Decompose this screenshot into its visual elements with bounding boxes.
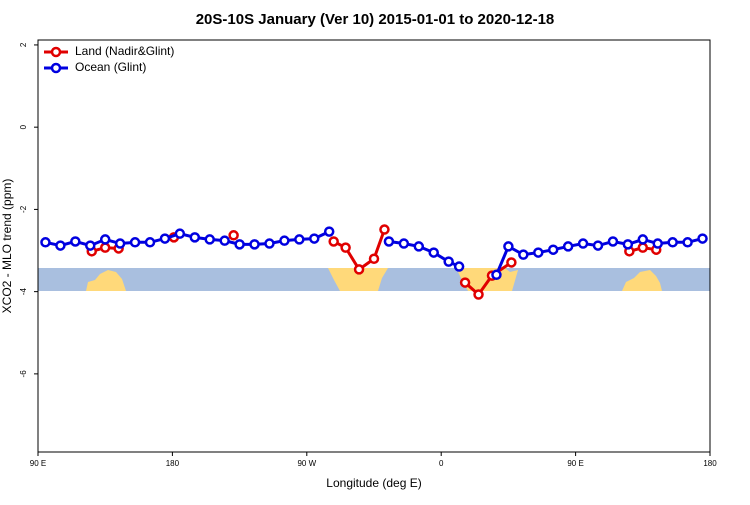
x-tick-label: 90 E bbox=[30, 459, 46, 468]
data-point bbox=[368, 253, 380, 264]
data-point bbox=[383, 236, 395, 247]
x-tick-label: 180 bbox=[703, 459, 717, 468]
data-point bbox=[518, 249, 529, 260]
data-point bbox=[114, 238, 126, 249]
data-point bbox=[491, 269, 502, 281]
data-point bbox=[506, 257, 517, 268]
legend-label: Land (Nadir&Glint) bbox=[75, 44, 174, 58]
data-point bbox=[577, 238, 589, 249]
map-strip bbox=[38, 268, 710, 291]
data-point bbox=[453, 261, 465, 272]
legend-marker bbox=[50, 62, 62, 74]
chart-title: 20S-10S January (Ver 10) 2015-01-01 to 2… bbox=[196, 11, 555, 28]
data-point bbox=[562, 241, 574, 252]
y-tick-label: -4 bbox=[19, 288, 28, 296]
data-point bbox=[340, 242, 351, 253]
legend-label: Ocean (Glint) bbox=[75, 60, 146, 74]
data-point bbox=[398, 238, 410, 249]
data-point bbox=[204, 234, 215, 245]
data-point bbox=[328, 236, 339, 247]
data-point bbox=[70, 236, 81, 247]
land-patch bbox=[456, 268, 518, 291]
data-point bbox=[219, 235, 230, 246]
data-point bbox=[40, 237, 51, 248]
plot-frame bbox=[37, 39, 711, 453]
x-tick-label: 90 E bbox=[567, 459, 583, 468]
y-tick-label: -2 bbox=[19, 205, 28, 213]
data-point bbox=[99, 242, 111, 253]
data-point bbox=[234, 239, 245, 250]
data-point bbox=[85, 240, 96, 251]
data-point bbox=[323, 226, 335, 237]
data-point bbox=[413, 241, 425, 252]
data-point bbox=[99, 234, 111, 245]
legend-marker bbox=[50, 46, 62, 58]
x-tick-label: 180 bbox=[166, 459, 180, 468]
land-patch bbox=[622, 270, 662, 291]
data-point bbox=[174, 228, 186, 239]
y-tick-label: 2 bbox=[19, 42, 28, 47]
data-point bbox=[353, 264, 365, 275]
data-point bbox=[129, 237, 141, 248]
land-patch bbox=[86, 270, 126, 291]
data-point bbox=[473, 289, 484, 300]
y-tick-label: -6 bbox=[19, 370, 28, 378]
data-point bbox=[682, 237, 693, 248]
land-patch bbox=[328, 268, 388, 291]
data-point bbox=[55, 240, 66, 251]
data-point bbox=[249, 239, 260, 250]
y-tick-label: 0 bbox=[19, 124, 28, 129]
data-point bbox=[459, 277, 471, 288]
data-point bbox=[667, 237, 678, 248]
data-point bbox=[294, 234, 305, 245]
data-point bbox=[379, 224, 390, 235]
data-point bbox=[637, 242, 649, 253]
data-point bbox=[697, 233, 708, 244]
x-tick-label: 90 W bbox=[297, 459, 316, 468]
data-point bbox=[309, 233, 320, 244]
data-point bbox=[144, 237, 156, 248]
y-axis-label: XCO2 - MLO trend (ppm) bbox=[0, 179, 14, 314]
data-point bbox=[533, 247, 544, 258]
data-point bbox=[264, 238, 275, 249]
data-point bbox=[607, 236, 619, 247]
x-tick-label: 0 bbox=[439, 459, 444, 468]
series-line bbox=[464, 261, 513, 297]
data-point bbox=[652, 238, 663, 249]
data-point bbox=[592, 240, 604, 251]
data-point bbox=[622, 239, 634, 250]
data-point bbox=[428, 247, 439, 258]
data-point bbox=[189, 232, 201, 243]
data-point bbox=[503, 241, 514, 252]
data-point bbox=[279, 235, 290, 246]
data-point bbox=[637, 234, 649, 245]
data-point bbox=[228, 230, 239, 241]
data-point bbox=[159, 233, 171, 244]
x-axis-label: Longitude (deg E) bbox=[326, 476, 421, 490]
data-point bbox=[547, 244, 559, 255]
data-point bbox=[443, 256, 454, 267]
